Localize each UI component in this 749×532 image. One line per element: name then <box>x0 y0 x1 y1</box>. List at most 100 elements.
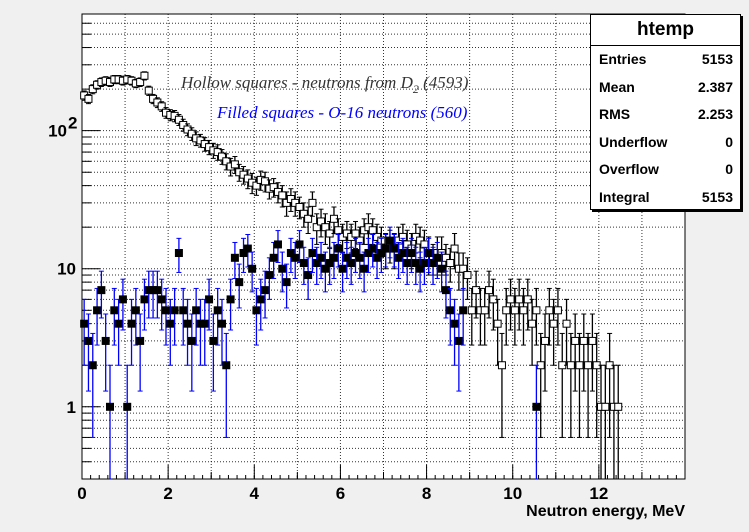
open-square-point <box>528 319 537 328</box>
filled-square-point <box>325 259 334 268</box>
x-tick-label: 0 <box>77 484 86 503</box>
open-square-point <box>450 244 459 253</box>
open-square-point <box>299 209 308 218</box>
filled-square-point <box>230 253 239 262</box>
filled-square-point <box>183 319 192 328</box>
open-square-point <box>541 336 550 345</box>
stats-value: 2.387 <box>697 78 733 95</box>
filled-square-point <box>261 286 270 295</box>
open-square-point <box>295 203 304 212</box>
stats-row: Entries 5153 <box>591 46 740 74</box>
filled-square-point <box>110 306 119 315</box>
filled-square-point <box>248 264 257 273</box>
x-axis-title: Neutron energy, MeV <box>526 503 685 520</box>
filled-square-point <box>532 402 541 411</box>
filled-square-point <box>377 249 386 258</box>
filled-square-point <box>140 295 149 304</box>
filled-square-point <box>97 286 106 295</box>
open-square-point <box>485 286 494 295</box>
stats-rows: Entries 5153 Mean 2.387 RMS 2.253 Underflow 0 Ov… <box>591 46 740 212</box>
open-square-point <box>575 361 584 370</box>
filled-square-point <box>226 295 235 304</box>
y-tick-label-exponent: 2 <box>68 114 77 133</box>
stats-value: 2.253 <box>697 106 733 123</box>
filled-square-point <box>269 253 278 262</box>
stats-label: Entries <box>599 51 647 67</box>
filled-square-point <box>200 319 209 328</box>
open-square-point <box>243 174 252 183</box>
filled-square-point <box>209 336 218 345</box>
filled-square-point <box>450 319 459 328</box>
x-tick-label: 12 <box>589 484 608 503</box>
stats-row: RMS 2.253 <box>591 101 740 129</box>
filled-square-point <box>334 244 343 253</box>
open-square-point <box>549 319 558 328</box>
open-square-point <box>441 253 450 262</box>
filled-square-point <box>342 253 351 262</box>
x-tick-label: 2 <box>163 484 172 503</box>
open-square-point <box>601 402 610 411</box>
stats-row: Underflow 0 <box>591 129 740 157</box>
filled-square-point <box>170 306 179 315</box>
filled-square-point <box>403 259 412 268</box>
x-tick-label: 8 <box>422 484 431 503</box>
filled-square-point <box>217 319 226 328</box>
x-tick-label: 4 <box>250 484 260 503</box>
open-square-point <box>553 306 562 315</box>
open-square-point <box>579 336 588 345</box>
open-square-point <box>334 226 343 235</box>
open-square-point <box>321 223 330 232</box>
open-square-point <box>545 306 554 315</box>
open-square-point <box>562 319 571 328</box>
open-square-point <box>571 336 580 345</box>
filled-square-point <box>136 336 145 345</box>
open-square-point <box>312 223 321 232</box>
filled-square-point <box>398 249 407 258</box>
filled-square-point <box>338 264 347 273</box>
filled-square-point <box>441 286 450 295</box>
filled-square-point <box>454 336 463 345</box>
filled-square-point <box>291 253 300 262</box>
open-square-point <box>467 306 476 315</box>
filled-square-point <box>187 336 196 345</box>
filled-square-point <box>416 264 425 273</box>
filled-square-point <box>243 244 252 253</box>
stats-label: RMS <box>599 106 631 123</box>
open-square-point <box>278 191 287 200</box>
series-o16-neutrons <box>80 226 541 479</box>
filled-square-point <box>429 259 438 268</box>
filled-square-point <box>321 264 330 273</box>
open-square-point <box>144 86 153 95</box>
filled-square-point <box>127 319 136 328</box>
open-square-point <box>84 94 93 103</box>
open-square-point <box>502 306 511 315</box>
filled-square-point <box>385 236 394 245</box>
stats-row: Overflow 0 <box>591 156 740 184</box>
filled-square-point <box>235 278 244 287</box>
filled-square-point <box>355 253 364 262</box>
open-square-point <box>510 306 519 315</box>
filled-square-point <box>407 249 416 258</box>
stats-row: Integral 5153 <box>591 184 740 212</box>
open-square-point <box>519 306 528 315</box>
open-square-point <box>506 295 515 304</box>
filled-square-point <box>222 361 231 370</box>
open-square-point <box>136 78 145 87</box>
filled-square-point <box>161 306 170 315</box>
stats-value: 5153 <box>701 188 733 205</box>
open-square-point <box>463 271 472 280</box>
filled-square-point <box>213 306 222 315</box>
filled-square-point <box>256 295 265 304</box>
filled-square-point <box>114 319 123 328</box>
open-square-point <box>584 361 593 370</box>
filled-square-point <box>265 271 274 280</box>
open-square-point <box>472 286 481 295</box>
filled-square-point <box>84 336 93 345</box>
stats-value: 5153 <box>701 51 733 67</box>
filled-square-point <box>394 253 403 262</box>
y-tick-label: 10 <box>57 260 76 279</box>
filled-square-point <box>278 264 287 273</box>
filled-square-point <box>118 295 127 304</box>
open-square-point <box>222 157 231 166</box>
